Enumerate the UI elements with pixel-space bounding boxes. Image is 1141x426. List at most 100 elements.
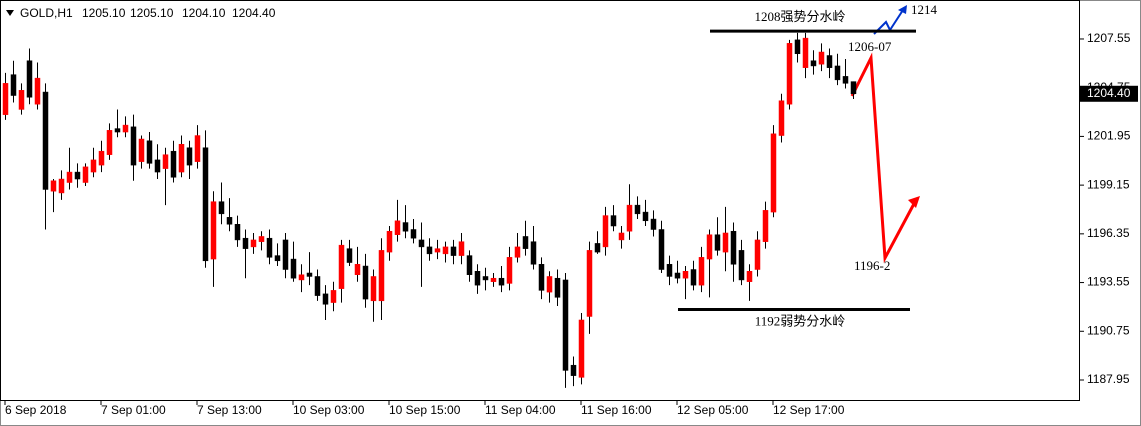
- candle-body: [442, 246, 449, 255]
- candle-body: [170, 150, 177, 178]
- candle-body: [314, 276, 321, 296]
- candle-body: [154, 159, 161, 173]
- candle-body: [322, 293, 329, 305]
- candle-body: [122, 124, 129, 133]
- candle-body: [274, 255, 281, 262]
- candle-body: [826, 55, 833, 68]
- candle-body: [578, 319, 585, 378]
- arrow-head: [908, 196, 920, 208]
- candle-body: [146, 140, 153, 164]
- candle-body: [498, 277, 505, 286]
- header-close: 1204.40: [232, 6, 276, 20]
- menu-triangle[interactable]: [6, 10, 14, 16]
- candle-body: [802, 37, 809, 68]
- y-tick-label: 1199.15: [1087, 177, 1130, 191]
- header-low: 1204.10: [182, 6, 226, 20]
- candle-body: [594, 243, 601, 253]
- candle-body: [674, 272, 681, 279]
- x-tick-label: 11 Sep 04:00: [485, 403, 556, 417]
- candle-body: [42, 91, 49, 190]
- candle-body: [402, 222, 409, 232]
- level-label: 1208强势分水岭: [754, 9, 845, 24]
- y-tick-label: 1190.75: [1087, 323, 1130, 337]
- candle-body: [194, 135, 201, 162]
- symbol: GOLD,H1: [20, 6, 73, 20]
- header-high: 1205.10: [130, 6, 174, 20]
- candle-body: [810, 60, 817, 67]
- candle-body: [682, 270, 689, 279]
- candle-body: [602, 215, 609, 248]
- candle-body: [794, 39, 801, 55]
- candle-body: [538, 264, 545, 291]
- candle-body: [98, 150, 105, 166]
- candle-body: [850, 81, 857, 95]
- candle-body: [634, 204, 641, 215]
- candle-body: [306, 272, 313, 277]
- candle-body: [178, 143, 185, 173]
- candle-body: [18, 90, 25, 110]
- x-tick-label: 10 Sep 03:00: [293, 403, 365, 417]
- candle-body: [266, 237, 273, 258]
- candle-body: [362, 265, 369, 300]
- candle-body: [114, 128, 121, 133]
- candle-body: [698, 257, 705, 286]
- y-tick-label: 1193.55: [1087, 275, 1130, 289]
- candle-body: [410, 229, 417, 239]
- candle-body: [74, 171, 81, 180]
- candle-body: [458, 241, 465, 256]
- candle-body: [34, 77, 41, 105]
- candle-body: [746, 270, 753, 282]
- candle-body: [562, 279, 569, 371]
- y-tick-label: 1196.35: [1087, 226, 1130, 240]
- candle-body: [650, 218, 657, 230]
- candle-body: [658, 229, 665, 270]
- candle-body: [370, 276, 377, 302]
- candle-body: [242, 237, 249, 249]
- candle-body: [258, 236, 265, 242]
- candle-body: [26, 60, 33, 98]
- candle-body: [10, 74, 17, 96]
- candle-body: [778, 100, 785, 136]
- candle-body: [386, 230, 393, 253]
- candle-body: [58, 178, 65, 194]
- candle-body: [354, 264, 361, 275]
- candle-body: [298, 274, 305, 281]
- x-tick-label: 10 Sep 15:00: [389, 403, 461, 417]
- candle-body: [66, 171, 73, 183]
- candle-body: [666, 264, 673, 277]
- candle-body: [482, 276, 489, 281]
- candle-body: [434, 248, 441, 253]
- level-label: 1192弱势分水岭: [755, 314, 846, 329]
- candle-body: [690, 269, 697, 286]
- candle-body: [250, 239, 257, 248]
- x-tick-label: 11 Sep 16:00: [581, 403, 652, 417]
- candle-body: [626, 204, 633, 232]
- candle-body: [234, 224, 241, 241]
- price-tag-label: 1204.40: [1087, 86, 1131, 100]
- candle-body: [290, 258, 297, 279]
- candle-body: [2, 83, 9, 115]
- candle-body: [818, 51, 825, 65]
- x-tick-label: 7 Sep 13:00: [197, 403, 262, 417]
- candle-body: [738, 250, 745, 281]
- candle-body: [346, 248, 353, 263]
- candle-body: [546, 276, 553, 293]
- y-tick-label: 1207.55: [1087, 31, 1131, 45]
- candle-body: [770, 133, 777, 213]
- candle-body: [474, 270, 481, 286]
- candle-body: [50, 180, 57, 192]
- candle-body: [514, 246, 521, 258]
- candle-body: [338, 244, 345, 289]
- candle-body: [530, 241, 537, 265]
- candle-body: [450, 246, 457, 256]
- candle-body: [218, 201, 225, 215]
- x-tick-label: 7 Sep 01:00: [101, 403, 166, 417]
- candle-body: [82, 166, 89, 183]
- x-tick-label: 12 Sep 17:00: [773, 403, 845, 417]
- candle-body: [762, 210, 769, 242]
- candle-body: [786, 43, 793, 105]
- candle-body: [186, 147, 193, 166]
- candle-body: [722, 232, 729, 253]
- candle-body: [466, 255, 473, 275]
- candle-body: [106, 130, 113, 155]
